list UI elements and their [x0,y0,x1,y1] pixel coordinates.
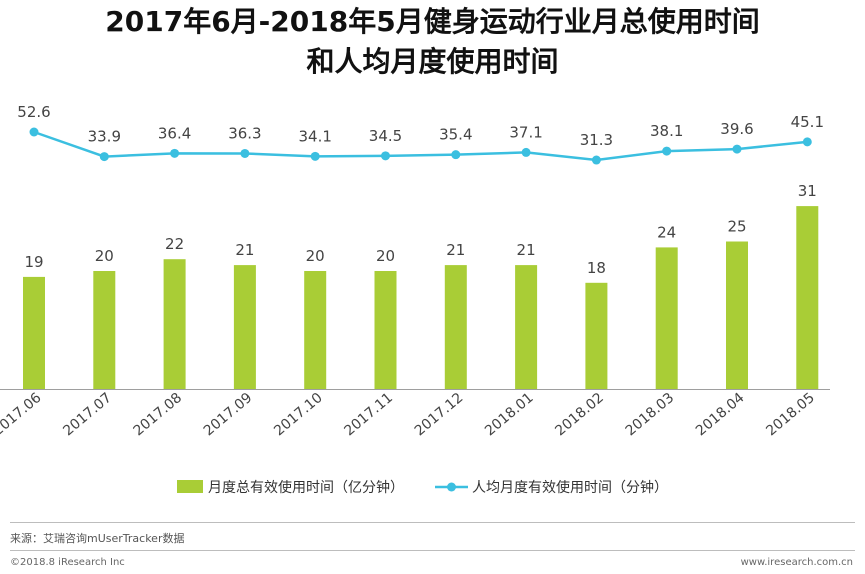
line-label-2018.03: 38.1 [650,122,683,140]
line-label-2018.05: 45.1 [791,113,824,131]
x-tick-2017.10: 2017.10 [271,390,326,439]
chart-title-line-2: 和人均月度使用时间 [306,45,559,78]
bar-series: 19 20 22 21 20 20 21 21 18 24 25 31 [23,182,819,389]
bar-label-2017.08: 22 [165,235,184,253]
bar-label-2018.01: 21 [517,241,536,259]
bar-2018.02 [585,282,608,389]
line-label-2017.09: 36.3 [228,124,261,142]
bar-2017.07 [93,271,116,389]
line-point-2017.11 [381,151,390,161]
bar-2018.01 [515,265,538,389]
x-tick-2018.04: 2018.04 [693,390,748,440]
x-axis-ticks: 2017.06 2017.07 2017.08 2017.09 2017.10 2017.… [0,390,818,440]
bar-2017.06 [23,276,45,389]
line-series: 52.6 33.9 36.4 36.3 34.1 34.5 35.4 37.1 31.3 38.1… [17,103,824,165]
bar-label-2018.03: 24 [657,223,676,241]
x-tick-2018.03: 2018.03 [623,390,678,439]
line-label-2017.06: 52.6 [17,103,50,121]
x-tick-2018.01: 2018.01 [482,390,537,439]
source-note: 来源：艾瑞咨询mUserTracker数据 [10,532,185,545]
source-divider [10,522,855,523]
line-label-2017.10: 34.1 [298,127,331,145]
x-tick-2017.06: 2017.06 [0,390,45,440]
line-label-2017.12: 35.4 [439,126,472,144]
bar-label-2017.06: 19 [24,253,43,271]
line-point-2018.02 [591,155,601,165]
website: www.iresearch.com.cn [740,557,853,568]
bar-2018.05 [796,206,819,389]
bar-label-2018.02: 18 [587,259,606,277]
bar-label-2017.10: 20 [306,247,325,265]
line-label-2017.11: 34.5 [369,127,402,145]
line-point-2018.03 [662,146,672,156]
footer-divider [10,550,855,551]
legend-bar-label: 月度总有效使用时间（亿分钟） [208,479,404,496]
line-point-2018.05 [802,137,812,147]
bar-2017.11 [374,271,397,389]
line-point-2017.08 [170,148,180,158]
line-point-2017.09 [240,148,250,158]
line-label-2017.07: 33.9 [88,128,121,146]
line-label-2018.04: 39.6 [720,120,753,138]
line-point-2018.04 [732,144,742,154]
bar-2017.12 [444,265,467,389]
line-point-2017.10 [310,151,320,161]
bar-2018.03 [655,247,678,389]
line-point-2017.06 [29,127,39,137]
bar-label-2017.11: 20 [376,247,395,265]
x-tick-2017.07: 2017.07 [60,390,115,439]
legend-line-marker [447,482,456,492]
bar-label-2017.07: 20 [95,247,114,265]
line-label-2017.08: 36.4 [158,124,191,142]
line-point-2017.07 [99,152,109,162]
legend: 月度总有效使用时间（亿分钟） 人均月度有效使用时间（分钟） [177,479,668,496]
chart-title-line-1: 2017年6月-2018年5月健身运动行业月总使用时间 [105,5,760,38]
bar-label-2018.04: 25 [727,218,746,236]
x-tick-2018.05: 2018.05 [763,390,818,439]
bar-label-2018.05: 31 [798,182,817,200]
legend-bar-swatch [177,480,203,493]
line-label-2018.01: 37.1 [509,123,542,141]
x-tick-2017.12: 2017.12 [412,390,467,439]
x-tick-2017.08: 2017.08 [131,390,186,439]
bar-2018.04 [726,241,748,389]
legend-line-label: 人均月度有效使用时间（分钟） [472,479,668,496]
bar-2017.08 [163,259,186,389]
bar-2017.10 [304,271,327,389]
bar-label-2017.12: 21 [446,241,465,259]
x-tick-2017.11: 2017.11 [341,390,396,439]
bar-2017.09 [233,265,256,389]
line-label-2018.02: 31.3 [580,131,613,149]
bar-label-2017.09: 21 [235,241,254,259]
line-point-2017.12 [451,150,461,160]
x-tick-2018.02: 2018.02 [552,390,607,439]
line-point-2018.01 [521,147,531,157]
x-tick-2017.09: 2017.09 [201,390,256,439]
copyright: ©2018.8 iResearch Inc [10,557,125,568]
line-path [33,130,808,162]
